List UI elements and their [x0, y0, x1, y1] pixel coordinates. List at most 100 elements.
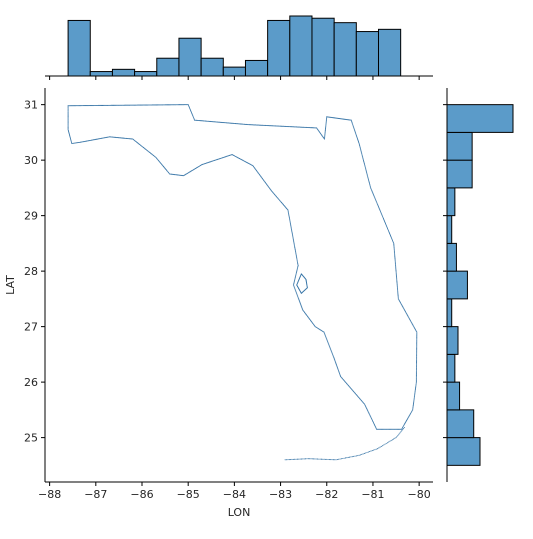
outline-point: [337, 117, 339, 119]
outline-point: [416, 360, 418, 363]
outline-point: [296, 271, 298, 273]
outline-point: [353, 128, 355, 130]
outline-point: [82, 141, 84, 143]
lon-histogram-bar: [134, 71, 158, 77]
outline-point: [95, 104, 98, 107]
outline-point: [367, 176, 369, 178]
outline-point: [191, 169, 193, 171]
outline-point: [153, 104, 155, 106]
outline-point: [293, 281, 295, 283]
outline-point: [289, 221, 291, 223]
outline-point: [325, 119, 327, 121]
outline-point: [355, 132, 357, 134]
outline-point: [303, 311, 305, 313]
outline-point: [408, 317, 410, 319]
outline-point: [393, 249, 395, 251]
outline-point: [317, 129, 319, 131]
outline-point: [320, 329, 322, 331]
outline-point: [415, 386, 417, 389]
outline-point: [376, 428, 378, 430]
outline-point: [76, 105, 78, 107]
outline-point: [84, 140, 86, 142]
outline-point: [389, 428, 391, 430]
outline-point: [95, 138, 97, 140]
outline-point: [331, 351, 333, 353]
outline-point: [100, 104, 102, 106]
outline-point: [389, 234, 391, 236]
outline-point: [69, 137, 72, 140]
outline-point: [214, 159, 216, 161]
outline-point: [404, 423, 406, 425]
outline-point: [67, 129, 69, 131]
outline-point: [134, 140, 136, 142]
outline-point: [308, 317, 310, 319]
x-tick-label: −86: [130, 488, 153, 501]
outline-point: [324, 134, 326, 136]
outline-point: [293, 283, 295, 285]
outline-point: [361, 154, 363, 156]
outline-point: [352, 125, 354, 127]
outline-point: [402, 426, 404, 429]
outline-point: [275, 125, 277, 127]
keys-point: [379, 446, 381, 448]
outline-point: [261, 124, 263, 126]
outline-point: [371, 420, 374, 422]
outline-point: [408, 415, 410, 417]
outline-point: [395, 265, 397, 267]
outline-point: [325, 126, 327, 128]
outline-point: [272, 192, 274, 194]
outline-point: [230, 154, 232, 156]
outline-point: [155, 157, 158, 159]
outline-point: [403, 309, 405, 311]
outline-point: [395, 273, 397, 275]
keys-point: [390, 440, 392, 442]
outline-point: [415, 369, 418, 371]
outline-point: [294, 126, 296, 128]
outline-point: [297, 266, 299, 268]
outline-point: [297, 262, 299, 264]
outline-point: [318, 328, 320, 330]
outline-point: [376, 203, 378, 205]
outline-point: [170, 104, 172, 106]
outline-point: [95, 104, 97, 107]
outline-point: [321, 330, 323, 332]
outline-point: [359, 145, 361, 147]
outline-point: [377, 205, 379, 207]
outline-point: [174, 174, 176, 176]
outline-point: [293, 241, 295, 243]
outline-point: [152, 104, 154, 106]
outline-point: [328, 343, 330, 345]
keys-point: [367, 451, 369, 453]
outline-point: [414, 328, 416, 330]
outline-point: [334, 361, 336, 363]
axes: −88 −87 −86 −85 −84 −83 −82 −81 −80 25 26 27 28 29 30 3…: [24, 88, 433, 501]
outline-point: [242, 159, 244, 161]
outline-point: [202, 163, 204, 165]
outline-point: [87, 105, 89, 107]
outline-point: [121, 104, 123, 106]
outline-point: [394, 262, 396, 264]
outline-point: [74, 142, 76, 144]
outline-point: [159, 161, 161, 163]
outline-point: [365, 407, 368, 409]
outline-point: [388, 230, 390, 233]
outline-point: [314, 325, 316, 327]
outline-point: [291, 233, 293, 235]
outline-point: [306, 314, 308, 317]
outline-point: [188, 171, 190, 173]
outline-point: [364, 166, 366, 168]
outline-point: [167, 171, 169, 174]
outline-point: [254, 124, 257, 126]
outline-point: [207, 161, 209, 164]
x-tick-label: −84: [223, 488, 246, 501]
outline-point: [345, 118, 347, 120]
outline-point: [298, 299, 300, 301]
outline-point: [128, 104, 131, 106]
keys-point: [398, 433, 400, 435]
outline-point: [181, 174, 183, 177]
outline-point: [205, 120, 207, 122]
outline-point: [311, 321, 313, 323]
outline-point: [416, 333, 418, 335]
outline-point: [397, 428, 399, 430]
keys-point: [319, 458, 321, 460]
